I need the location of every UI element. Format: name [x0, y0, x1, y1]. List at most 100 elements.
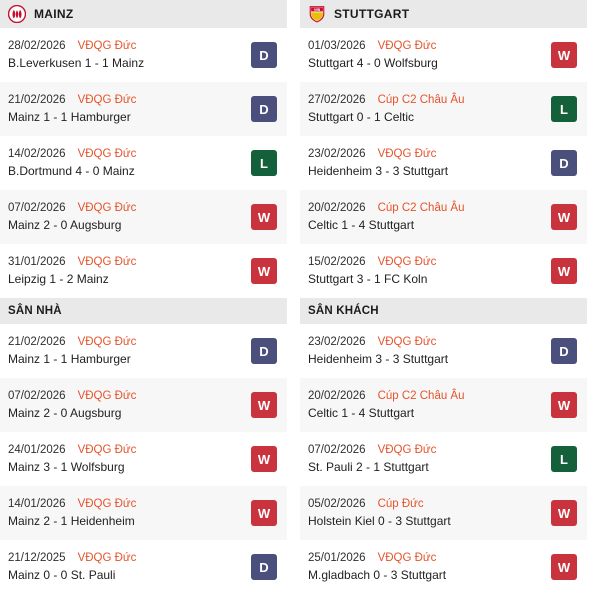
- match-date: 21/02/2026: [8, 336, 66, 348]
- team-column-right: VfB STUTTGART 01/03/2026 VĐQG Đức Stuttg…: [300, 0, 587, 594]
- match-score: Stuttgart 4 - 0 Wolfsburg: [308, 56, 438, 70]
- svg-text:VfB: VfB: [314, 8, 321, 12]
- result-badge: D: [251, 554, 277, 580]
- match-score: Stuttgart 0 - 1 Celtic: [308, 110, 415, 124]
- match-competition: VĐQG Đức: [377, 336, 437, 348]
- match-row[interactable]: 21/12/2025 VĐQG Đức Mainz 0 - 0 St. Paul…: [0, 540, 287, 594]
- mainz-crest-icon: [8, 5, 26, 23]
- match-competition: VĐQG Đức: [377, 256, 437, 268]
- match-info: 01/03/2026 VĐQG Đức Stuttgart 4 - 0 Wolf…: [308, 40, 543, 70]
- match-row[interactable]: 31/01/2026 VĐQG Đức Leipzig 1 - 2 Mainz …: [0, 244, 287, 298]
- match-competition: VĐQG Đức: [77, 552, 137, 564]
- match-info: 24/01/2026 VĐQG Đức Mainz 3 - 1 Wolfsbur…: [8, 444, 243, 474]
- match-competition: VĐQG Đức: [77, 498, 137, 510]
- match-row[interactable]: 21/02/2026 VĐQG Đức Mainz 1 - 1 Hamburge…: [0, 324, 287, 378]
- match-score: Mainz 2 - 1 Heidenheim: [8, 514, 135, 528]
- result-badge: W: [251, 258, 277, 284]
- match-info: 27/02/2026 Cúp C2 Châu Âu Stuttgart 0 - …: [308, 94, 543, 124]
- match-date: 05/02/2026: [308, 498, 366, 510]
- match-score: St. Pauli 2 - 1 Stuttgart: [308, 460, 429, 474]
- match-score: Leipzig 1 - 2 Mainz: [8, 272, 109, 286]
- match-row[interactable]: 01/03/2026 VĐQG Đức Stuttgart 4 - 0 Wolf…: [300, 28, 587, 82]
- match-info: 21/02/2026 VĐQG Đức Mainz 1 - 1 Hamburge…: [8, 336, 243, 366]
- match-meta: 07/02/2026 VĐQG Đức: [308, 444, 543, 456]
- match-competition: VĐQG Đức: [77, 148, 137, 160]
- team-name-right: STUTTGART: [334, 7, 410, 21]
- match-meta: 05/02/2026 Cúp Đức: [308, 498, 543, 510]
- match-info: 15/02/2026 VĐQG Đức Stuttgart 3 - 1 FC K…: [308, 256, 543, 286]
- result-badge: L: [551, 96, 577, 122]
- stuttgart-crest-icon: VfB: [309, 6, 325, 23]
- home-matches-list-left: 21/02/2026 VĐQG Đức Mainz 1 - 1 Hamburge…: [0, 324, 287, 594]
- match-row[interactable]: 15/02/2026 VĐQG Đức Stuttgart 3 - 1 FC K…: [300, 244, 587, 298]
- match-info: 20/02/2026 Cúp C2 Châu Âu Celtic 1 - 4 S…: [308, 202, 543, 232]
- match-row[interactable]: 20/02/2026 Cúp C2 Châu Âu Celtic 1 - 4 S…: [300, 378, 587, 432]
- match-date: 23/02/2026: [308, 336, 366, 348]
- match-info: 23/02/2026 VĐQG Đức Heidenheim 3 - 3 Stu…: [308, 148, 543, 178]
- result-badge: L: [251, 150, 277, 176]
- section-header-away: SÂN KHÁCH: [300, 298, 587, 324]
- match-score: B.Leverkusen 1 - 1 Mainz: [8, 56, 145, 70]
- result-badge: W: [551, 42, 577, 68]
- match-meta: 25/01/2026 VĐQG Đức: [308, 552, 543, 564]
- match-date: 27/02/2026: [308, 94, 366, 106]
- match-row[interactable]: 28/02/2026 VĐQG Đức B.Leverkusen 1 - 1 M…: [0, 28, 287, 82]
- match-meta: 15/02/2026 VĐQG Đức: [308, 256, 543, 268]
- match-date: 21/12/2025: [8, 552, 66, 564]
- match-score: M.gladbach 0 - 3 Stuttgart: [308, 568, 447, 582]
- match-info: 05/02/2026 Cúp Đức Holstein Kiel 0 - 3 S…: [308, 498, 543, 528]
- match-score: Mainz 2 - 0 Augsburg: [8, 406, 122, 420]
- match-row[interactable]: 07/02/2026 VĐQG Đức Mainz 2 - 0 Augsburg…: [0, 190, 287, 244]
- match-row[interactable]: 07/02/2026 VĐQG Đức Mainz 2 - 0 Augsburg…: [0, 378, 287, 432]
- match-info: 07/02/2026 VĐQG Đức St. Pauli 2 - 1 Stut…: [308, 444, 543, 474]
- team-header-left: MAINZ: [0, 0, 287, 28]
- result-badge: W: [251, 204, 277, 230]
- match-row[interactable]: 14/02/2026 VĐQG Đức B.Dortmund 4 - 0 Mai…: [0, 136, 287, 190]
- match-row[interactable]: 24/01/2026 VĐQG Đức Mainz 3 - 1 Wolfsbur…: [0, 432, 287, 486]
- match-date: 25/01/2026: [308, 552, 366, 564]
- match-info: 20/02/2026 Cúp C2 Châu Âu Celtic 1 - 4 S…: [308, 390, 543, 420]
- match-score: Heidenheim 3 - 3 Stuttgart: [308, 352, 449, 366]
- match-info: 14/01/2026 VĐQG Đức Mainz 2 - 1 Heidenhe…: [8, 498, 243, 528]
- match-row[interactable]: 05/02/2026 Cúp Đức Holstein Kiel 0 - 3 S…: [300, 486, 587, 540]
- match-row[interactable]: 23/02/2026 VĐQG Đức Heidenheim 3 - 3 Stu…: [300, 136, 587, 190]
- result-badge: D: [251, 338, 277, 364]
- match-competition: VĐQG Đức: [377, 40, 437, 52]
- match-competition: VĐQG Đức: [77, 390, 137, 402]
- match-row[interactable]: 25/01/2026 VĐQG Đức M.gladbach 0 - 3 Stu…: [300, 540, 587, 594]
- match-date: 07/02/2026: [8, 390, 66, 402]
- match-meta: 21/02/2026 VĐQG Đức: [8, 336, 243, 348]
- team-header-right: VfB STUTTGART: [300, 0, 587, 28]
- match-competition: Cúp Đức: [377, 498, 424, 510]
- match-score: Mainz 1 - 1 Hamburger: [8, 110, 131, 124]
- section-title: SÂN NHÀ: [8, 305, 62, 317]
- match-competition: Cúp C2 Châu Âu: [377, 390, 465, 402]
- match-competition: VĐQG Đức: [77, 256, 137, 268]
- result-badge: L: [551, 446, 577, 472]
- result-badge: D: [551, 338, 577, 364]
- match-info: 23/02/2026 VĐQG Đức Heidenheim 3 - 3 Stu…: [308, 336, 543, 366]
- match-score: B.Dortmund 4 - 0 Mainz: [8, 164, 135, 178]
- result-badge: W: [551, 204, 577, 230]
- match-date: 15/02/2026: [308, 256, 366, 268]
- match-info: 21/12/2025 VĐQG Đức Mainz 0 - 0 St. Paul…: [8, 552, 243, 582]
- result-badge: D: [251, 96, 277, 122]
- match-row[interactable]: 21/02/2026 VĐQG Đức Mainz 1 - 1 Hamburge…: [0, 82, 287, 136]
- match-row[interactable]: 07/02/2026 VĐQG Đức St. Pauli 2 - 1 Stut…: [300, 432, 587, 486]
- match-score: Stuttgart 3 - 1 FC Koln: [308, 272, 428, 286]
- match-meta: 14/01/2026 VĐQG Đức: [8, 498, 243, 510]
- match-row[interactable]: 27/02/2026 Cúp C2 Châu Âu Stuttgart 0 - …: [300, 82, 587, 136]
- match-row[interactable]: 14/01/2026 VĐQG Đức Mainz 2 - 1 Heidenhe…: [0, 486, 287, 540]
- match-row[interactable]: 20/02/2026 Cúp C2 Châu Âu Celtic 1 - 4 S…: [300, 190, 587, 244]
- match-meta: 07/02/2026 VĐQG Đức: [8, 390, 243, 402]
- match-date: 14/02/2026: [8, 148, 66, 160]
- result-badge: W: [551, 554, 577, 580]
- match-meta: 20/02/2026 Cúp C2 Châu Âu: [308, 390, 543, 402]
- result-badge: W: [251, 446, 277, 472]
- match-meta: 31/01/2026 VĐQG Đức: [8, 256, 243, 268]
- match-row[interactable]: 23/02/2026 VĐQG Đức Heidenheim 3 - 3 Stu…: [300, 324, 587, 378]
- recent-matches-list-left: 28/02/2026 VĐQG Đức B.Leverkusen 1 - 1 M…: [0, 28, 287, 298]
- match-info: 07/02/2026 VĐQG Đức Mainz 2 - 0 Augsburg: [8, 390, 243, 420]
- match-score: Mainz 3 - 1 Wolfsburg: [8, 460, 125, 474]
